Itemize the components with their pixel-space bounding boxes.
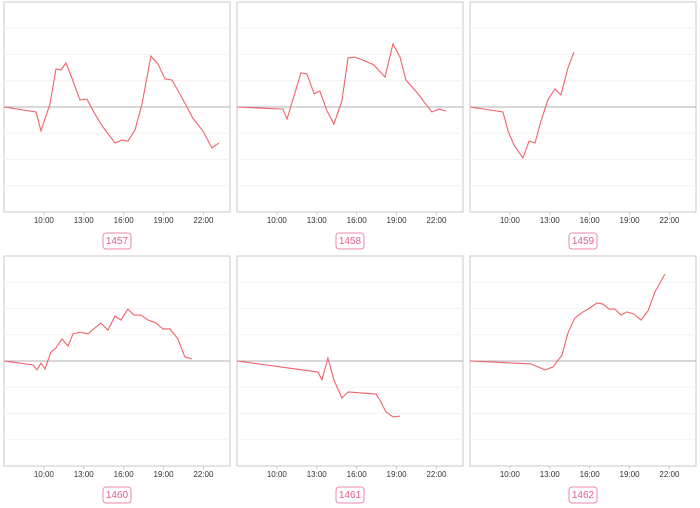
id-badge [335,232,365,250]
x-tick-label: 16:00 [580,470,601,479]
x-tick-label: 22:00 [426,216,447,225]
x-tick-label: 19:00 [387,216,408,225]
x-tick-label: 13:00 [540,216,561,225]
x-tick-label: 22:00 [659,216,680,225]
x-tick-label: 10:00 [267,216,288,225]
x-tick-label: 13:00 [307,470,328,479]
x-tick-label: 13:00 [540,470,561,479]
x-tick-label: 16:00 [347,470,368,479]
x-tick-label: 19:00 [154,470,175,479]
id-badge [102,486,132,504]
x-tick-label: 16:00 [114,216,135,225]
id-badge [568,232,598,250]
x-tick-label: 22:00 [426,470,447,479]
x-tick-label: 19:00 [154,216,175,225]
x-tick-label: 19:00 [620,216,641,225]
x-tick-label: 10:00 [500,216,521,225]
x-tick-label: 16:00 [347,216,368,225]
x-tick-label: 19:00 [620,470,641,479]
x-tick-label: 13:00 [74,216,95,225]
line [469,51,575,160]
x-tick-label: 10:00 [500,470,521,479]
id-label: 1457 [106,236,129,247]
id-label: 1460 [106,490,129,501]
x-tick-label: 19:00 [387,470,408,479]
id-label: 1458 [339,236,362,247]
x-tick-label: 16:00 [580,216,601,225]
x-tick-label: 13:00 [307,216,328,225]
x-tick-label: 10:00 [34,470,55,479]
line [3,54,220,149]
x-tick-label: 10:00 [267,470,288,479]
id-label: 1461 [339,490,362,501]
line [236,42,446,126]
id-badge [102,232,132,250]
line [469,273,666,371]
x-tick-label: 22:00 [193,216,214,225]
x-tick-label: 13:00 [74,470,95,479]
id-label: 1459 [572,236,595,247]
id-label: 1462 [572,490,595,501]
x-tick-label: 10:00 [34,216,55,225]
x-tick-label: 16:00 [114,470,135,479]
x-tick-label: 22:00 [193,470,214,479]
id-badge [568,486,598,504]
line [3,308,193,371]
line [236,356,401,418]
id-badge [335,486,365,504]
x-tick-label: 22:00 [659,470,680,479]
